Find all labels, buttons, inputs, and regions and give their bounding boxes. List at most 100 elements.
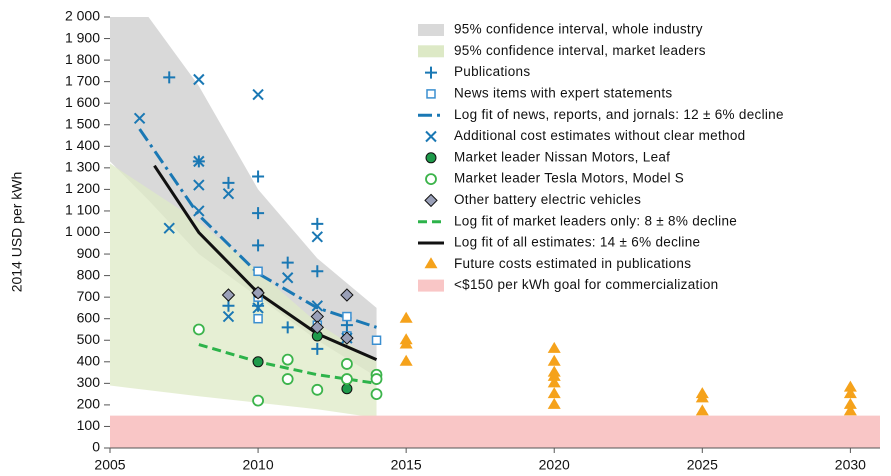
legend-swatch	[424, 193, 438, 208]
marker-x	[281, 272, 294, 284]
marker-triangle	[547, 369, 561, 381]
marker-circle	[370, 373, 383, 385]
x-tick-label: 2010	[242, 457, 273, 473]
fit-line	[138, 128, 378, 329]
y-tick-label: 700	[77, 288, 101, 304]
legend-label: Log fit of news, reports, and jornals: 1…	[454, 107, 784, 122]
marker-circle	[370, 388, 383, 401]
marker-x	[193, 205, 205, 217]
legend-swatch	[418, 24, 444, 36]
marker-plus	[252, 239, 265, 252]
x-tick-label: 2030	[835, 457, 866, 473]
y-tick-label: 100	[77, 417, 101, 433]
marker-x	[193, 155, 205, 168]
marker-triangle	[547, 387, 561, 399]
marker-dot	[341, 383, 353, 395]
legend-swatch	[418, 279, 444, 292]
y-tick-label: 1 900	[65, 29, 100, 45]
y-tick-label: 400	[77, 353, 101, 369]
plot-area	[110, 17, 880, 448]
marker-triangle	[843, 397, 857, 409]
legend-label: Other battery electric vehicles	[454, 192, 641, 207]
confidence-band	[110, 415, 880, 448]
marker-x	[311, 300, 324, 312]
marker-triangle	[843, 404, 857, 416]
y-tick-label: 1 600	[65, 94, 100, 110]
x-tick-label: 2025	[687, 457, 718, 473]
marker-square	[253, 313, 263, 324]
legend-swatch	[418, 45, 444, 58]
x-tick-label: 2020	[539, 457, 570, 473]
marker-triangle	[547, 397, 561, 409]
y-tick-label: 600	[77, 309, 101, 325]
marker-x	[133, 112, 146, 124]
marker-x	[193, 179, 205, 191]
marker-triangle	[843, 380, 857, 392]
y-tick-label: 1 500	[65, 115, 100, 131]
legend-label: News items with expert statements	[454, 85, 672, 100]
marker-triangle	[399, 337, 413, 349]
marker-circle	[281, 353, 294, 366]
marker-plus	[311, 342, 324, 355]
marker-x	[163, 222, 175, 234]
legend-label: Publications	[454, 64, 530, 79]
x-tick-label: 2015	[391, 457, 422, 473]
y-tick-label: 200	[77, 396, 101, 412]
marker-diamond	[251, 286, 265, 300]
marker-plus	[163, 71, 176, 84]
legend-swatch	[425, 66, 437, 79]
marker-triangle	[547, 376, 561, 388]
confidence-band	[110, 17, 377, 377]
marker-diamond	[340, 331, 354, 345]
marker-x	[222, 188, 235, 200]
marker-plus	[252, 207, 265, 220]
legend-label: Future costs estimated in publications	[454, 256, 691, 271]
y-tick-label: 300	[77, 374, 101, 390]
legend-label: Market leader Nissan Motors, Leaf	[454, 149, 670, 164]
marker-circle	[341, 358, 353, 370]
marker-triangle	[399, 354, 413, 366]
legend-label: Log fit of market leaders only: 8 ± 8% d…	[454, 213, 737, 228]
y-tick-label: 1 300	[65, 159, 100, 175]
marker-diamond	[310, 320, 325, 335]
legend-label: Market leader Tesla Motors, Model S	[454, 171, 684, 186]
marker-circle	[252, 394, 264, 407]
legend-swatch	[426, 89, 436, 99]
marker-plus	[311, 217, 324, 230]
legend-swatch	[425, 130, 437, 143]
marker-x	[193, 73, 205, 86]
marker-circle	[311, 383, 324, 396]
marker-square	[342, 311, 352, 322]
marker-triangle	[695, 404, 709, 416]
legend-swatch	[424, 257, 438, 269]
marker-circle	[281, 373, 294, 385]
y-axis-label: 2014 USD per kWh	[9, 172, 25, 293]
y-tick-label: 2 000	[65, 8, 100, 24]
y-tick-label: 1 100	[65, 202, 100, 218]
marker-x	[252, 88, 264, 101]
marker-triangle	[547, 341, 561, 353]
marker-circle	[192, 323, 205, 336]
y-tick-label: 800	[77, 266, 101, 282]
legend-label: 95% confidence interval, market leaders	[454, 43, 706, 58]
legend-label: Additional cost estimates without clear …	[454, 128, 745, 143]
y-tick-label: 1 800	[65, 51, 100, 67]
y-tick-label: 500	[77, 331, 101, 347]
fit-line	[198, 343, 377, 385]
marker-plus	[222, 176, 235, 189]
marker-plus	[252, 170, 265, 183]
marker-x	[311, 231, 324, 243]
marker-triangle	[843, 387, 857, 399]
marker-plus	[281, 256, 294, 269]
marker-diamond	[340, 288, 354, 302]
marker-diamond	[221, 288, 236, 302]
marker-triangle	[399, 311, 413, 323]
marker-triangle	[547, 354, 561, 366]
marker-square	[371, 335, 382, 345]
legend-swatch	[425, 173, 437, 186]
marker-circle	[341, 373, 353, 385]
x-tick-label: 2005	[94, 457, 125, 473]
y-tick-label: 1 400	[65, 137, 100, 153]
y-tick-label: 900	[77, 245, 101, 261]
